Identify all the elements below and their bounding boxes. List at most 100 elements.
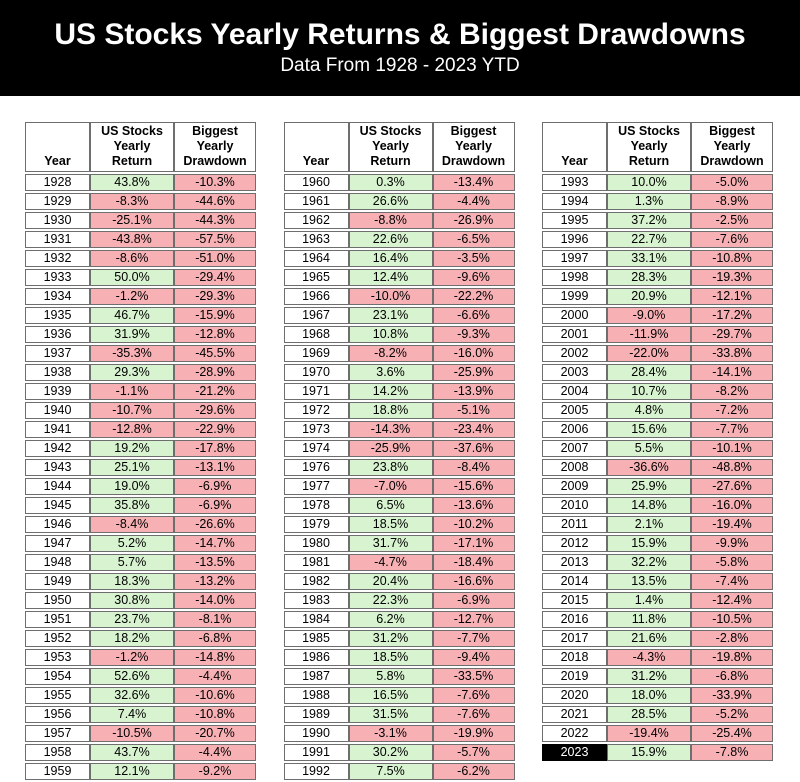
year-cell: 2022 xyxy=(542,725,607,742)
drawdown-cell: -19.8% xyxy=(691,649,773,666)
drawdown-cell: -10.2% xyxy=(432,516,515,533)
table-row: 1972 18.8% -5.1% xyxy=(283,402,515,419)
return-cell: 32.2% xyxy=(607,554,691,571)
drawdown-cell: -4.4% xyxy=(432,193,515,210)
table-row: 1933 50.0% -29.4% xyxy=(25,269,256,286)
year-cell: 1936 xyxy=(25,326,90,343)
year-cell: 2020 xyxy=(542,687,607,704)
table-row: 1937 -35.3% -45.5% xyxy=(25,345,256,362)
year-cell: 1963 xyxy=(283,231,349,248)
year-cell: 1950 xyxy=(25,592,90,609)
year-cell: 1986 xyxy=(283,649,349,666)
table-row: 1955 32.6% -10.6% xyxy=(25,687,256,704)
return-cell: 28.3% xyxy=(607,269,691,286)
return-cell: 14.8% xyxy=(607,497,691,514)
year-cell: 2002 xyxy=(542,345,607,362)
return-cell: 43.7% xyxy=(90,744,174,761)
year-cell: 1938 xyxy=(25,364,90,381)
table-row: 1974 -25.9% -37.6% xyxy=(283,440,515,457)
table-row: 1984 6.2% -12.7% xyxy=(283,611,515,628)
drawdown-cell: -9.9% xyxy=(691,535,773,552)
drawdown-cell: -16.0% xyxy=(432,345,515,362)
drawdown-cell: -7.4% xyxy=(691,573,773,590)
drawdown-cell: -19.3% xyxy=(691,269,773,286)
year-cell: 2023 xyxy=(542,744,607,761)
return-cell: 10.8% xyxy=(348,326,433,343)
return-cell: 7.4% xyxy=(90,706,174,723)
year-cell: 2004 xyxy=(542,383,607,400)
year-cell: 1955 xyxy=(25,687,90,704)
year-cell: 2005 xyxy=(542,402,607,419)
year-cell: 1953 xyxy=(25,649,90,666)
drawdown-cell: -16.6% xyxy=(432,573,515,590)
table-row: 2004 10.7% -8.2% xyxy=(542,383,773,400)
year-cell: 1992 xyxy=(283,763,349,780)
return-cell: 16.4% xyxy=(348,250,433,267)
drawdown-cell: -23.4% xyxy=(432,421,515,438)
year-cell: 1974 xyxy=(283,440,349,457)
drawdown-cell: -5.0% xyxy=(691,174,773,191)
drawdown-cell: -12.7% xyxy=(432,611,515,628)
drawdown-cell: -7.6% xyxy=(432,706,515,723)
drawdown-cell: -51.0% xyxy=(174,250,256,267)
drawdown-cell: -4.4% xyxy=(174,744,256,761)
table-row: 1962 -8.8% -26.9% xyxy=(283,212,515,229)
year-cell: 1933 xyxy=(25,269,90,286)
table-row: 1949 18.3% -13.2% xyxy=(25,573,256,590)
drawdown-cell: -17.2% xyxy=(691,307,773,324)
year-cell: 1962 xyxy=(283,212,349,229)
table-row: 1942 19.2% -17.8% xyxy=(25,440,256,457)
header-row: Year US Stocks Yearly Return Biggest Yearl… xyxy=(542,122,773,172)
header-row: Year US Stocks Yearly Return Biggest Yearl… xyxy=(25,122,256,172)
return-cell: 31.7% xyxy=(348,535,433,552)
year-cell: 1980 xyxy=(283,535,349,552)
column-header-drawdown: Biggest Yearly Drawdown xyxy=(174,122,256,172)
table-row: 1957 -10.5% -20.7% xyxy=(25,725,256,742)
year-cell: 1959 xyxy=(25,763,90,780)
return-cell: 1.4% xyxy=(607,592,691,609)
year-cell: 1994 xyxy=(542,193,607,210)
drawdown-cell: -7.8% xyxy=(691,744,773,761)
table-row: 1947 5.2% -14.7% xyxy=(25,535,256,552)
drawdown-cell: -6.9% xyxy=(432,592,515,609)
table-row: 1951 23.7% -8.1% xyxy=(25,611,256,628)
return-cell: 31.2% xyxy=(348,630,433,647)
table-row: 2001 -11.9% -29.7% xyxy=(542,326,773,343)
table-row: 1989 31.5% -7.6% xyxy=(283,706,515,723)
year-cell: 1956 xyxy=(25,706,90,723)
return-cell: 5.8% xyxy=(348,668,433,685)
return-cell: 52.6% xyxy=(90,668,174,685)
table-row: 1985 31.2% -7.7% xyxy=(283,630,515,647)
return-cell: -35.3% xyxy=(90,345,174,362)
year-cell: 2019 xyxy=(542,668,607,685)
drawdown-cell: -37.6% xyxy=(432,440,515,457)
return-cell: 3.6% xyxy=(348,364,433,381)
column-header-drawdown: Biggest Yearly Drawdown xyxy=(691,122,773,172)
page-subtitle: Data From 1928 - 2023 YTD xyxy=(280,55,520,76)
year-cell: 1982 xyxy=(283,573,349,590)
header-banner: US Stocks Yearly Returns & Biggest Drawd… xyxy=(0,0,800,96)
return-cell: 29.3% xyxy=(90,364,174,381)
column-header-year: Year xyxy=(542,122,607,172)
year-cell: 1935 xyxy=(25,307,90,324)
return-cell: 18.8% xyxy=(348,402,433,419)
return-cell: 43.8% xyxy=(90,174,174,191)
return-cell: -8.2% xyxy=(348,345,433,362)
return-cell: 19.2% xyxy=(90,440,174,457)
return-cell: 18.2% xyxy=(90,630,174,647)
drawdown-cell: -13.1% xyxy=(174,459,256,476)
return-cell: 15.6% xyxy=(607,421,691,438)
year-cell: 1987 xyxy=(283,668,349,685)
return-cell: -11.9% xyxy=(607,326,691,343)
year-cell: 1977 xyxy=(283,478,349,495)
return-cell: 32.6% xyxy=(90,687,174,704)
table-row: 1935 46.7% -15.9% xyxy=(25,307,256,324)
drawdown-cell: -44.6% xyxy=(174,193,256,210)
returns-table: Year US Stocks Yearly Return Biggest Yearl… xyxy=(542,120,773,763)
return-cell: 35.8% xyxy=(90,497,174,514)
table-host-1993-2023: Year US Stocks Yearly Return Biggest Yearl… xyxy=(542,120,773,763)
return-cell: -10.5% xyxy=(90,725,174,742)
table-row: 1987 5.8% -33.5% xyxy=(283,668,515,685)
table-row: 1988 16.5% -7.6% xyxy=(283,687,515,704)
drawdown-cell: -13.2% xyxy=(174,573,256,590)
